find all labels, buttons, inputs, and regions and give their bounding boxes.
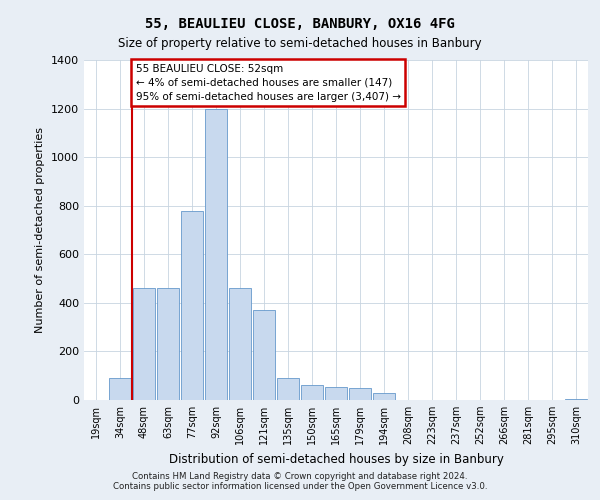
Text: 55, BEAULIEU CLOSE, BANBURY, OX16 4FG: 55, BEAULIEU CLOSE, BANBURY, OX16 4FG	[145, 18, 455, 32]
Text: Contains public sector information licensed under the Open Government Licence v3: Contains public sector information licen…	[113, 482, 487, 491]
Bar	[133, 288, 155, 400]
Y-axis label: Number of semi-detached properties: Number of semi-detached properties	[35, 127, 46, 333]
Bar	[157, 288, 179, 400]
Bar	[565, 399, 587, 400]
Bar	[109, 378, 131, 400]
Text: Contains HM Land Registry data © Crown copyright and database right 2024.: Contains HM Land Registry data © Crown c…	[132, 472, 468, 481]
Bar	[181, 210, 203, 400]
Bar	[373, 392, 395, 400]
Bar	[229, 288, 251, 400]
Bar	[325, 386, 347, 400]
Text: 55 BEAULIEU CLOSE: 52sqm
← 4% of semi-detached houses are smaller (147)
95% of s: 55 BEAULIEU CLOSE: 52sqm ← 4% of semi-de…	[136, 64, 401, 102]
X-axis label: Distribution of semi-detached houses by size in Banbury: Distribution of semi-detached houses by …	[169, 452, 503, 466]
Bar	[253, 310, 275, 400]
Bar	[349, 388, 371, 400]
Text: Size of property relative to semi-detached houses in Banbury: Size of property relative to semi-detach…	[118, 38, 482, 51]
Bar	[301, 386, 323, 400]
Bar	[277, 378, 299, 400]
Bar	[205, 108, 227, 400]
